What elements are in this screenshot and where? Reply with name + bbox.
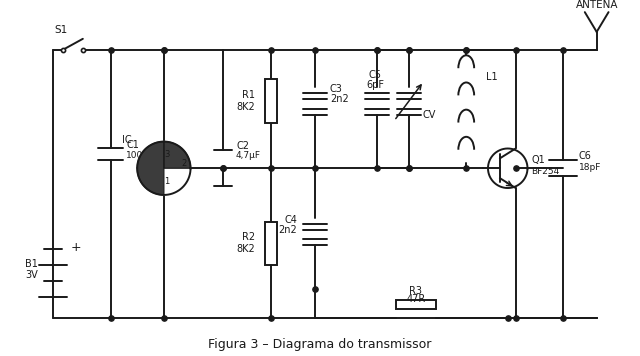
FancyBboxPatch shape [265, 222, 276, 265]
Text: 2n2: 2n2 [278, 225, 297, 235]
Text: B1: B1 [25, 259, 38, 269]
Text: L1: L1 [486, 72, 498, 82]
Text: R1: R1 [242, 90, 255, 100]
Polygon shape [488, 148, 527, 188]
Text: C3: C3 [330, 84, 343, 94]
Polygon shape [164, 142, 191, 168]
Text: C2: C2 [236, 141, 249, 151]
Text: ANTENA: ANTENA [575, 0, 618, 10]
Text: 8K2: 8K2 [236, 102, 255, 112]
Text: C1: C1 [126, 140, 140, 150]
Text: 47R: 47R [406, 294, 426, 304]
Text: Q1: Q1 [531, 155, 545, 165]
Text: 3: 3 [164, 151, 170, 159]
Text: R2: R2 [242, 232, 255, 242]
Text: 18pF: 18pF [579, 163, 601, 172]
FancyBboxPatch shape [396, 300, 436, 309]
Text: C5: C5 [369, 70, 382, 80]
Text: C6: C6 [579, 151, 592, 161]
Polygon shape [137, 142, 164, 195]
Text: 4,7μF: 4,7μF [236, 151, 261, 160]
Text: CV: CV [423, 110, 436, 120]
FancyBboxPatch shape [265, 79, 276, 123]
Text: Figura 3 – Diagrama do transmissor: Figura 3 – Diagrama do transmissor [208, 337, 432, 351]
Text: 8K2: 8K2 [236, 244, 255, 254]
Text: S1: S1 [54, 25, 68, 35]
Text: +: + [71, 241, 82, 254]
Text: 1: 1 [164, 177, 170, 186]
Text: 100nF: 100nF [126, 151, 154, 160]
Text: 6pF: 6pF [366, 80, 385, 90]
Text: C4: C4 [284, 215, 297, 225]
Polygon shape [137, 142, 191, 195]
Text: IC: IC [122, 135, 131, 145]
Text: R3: R3 [410, 286, 422, 296]
Text: 3V: 3V [25, 270, 38, 280]
Text: BF254: BF254 [531, 167, 560, 176]
Text: 2: 2 [181, 159, 186, 168]
Text: 2n2: 2n2 [330, 94, 349, 104]
